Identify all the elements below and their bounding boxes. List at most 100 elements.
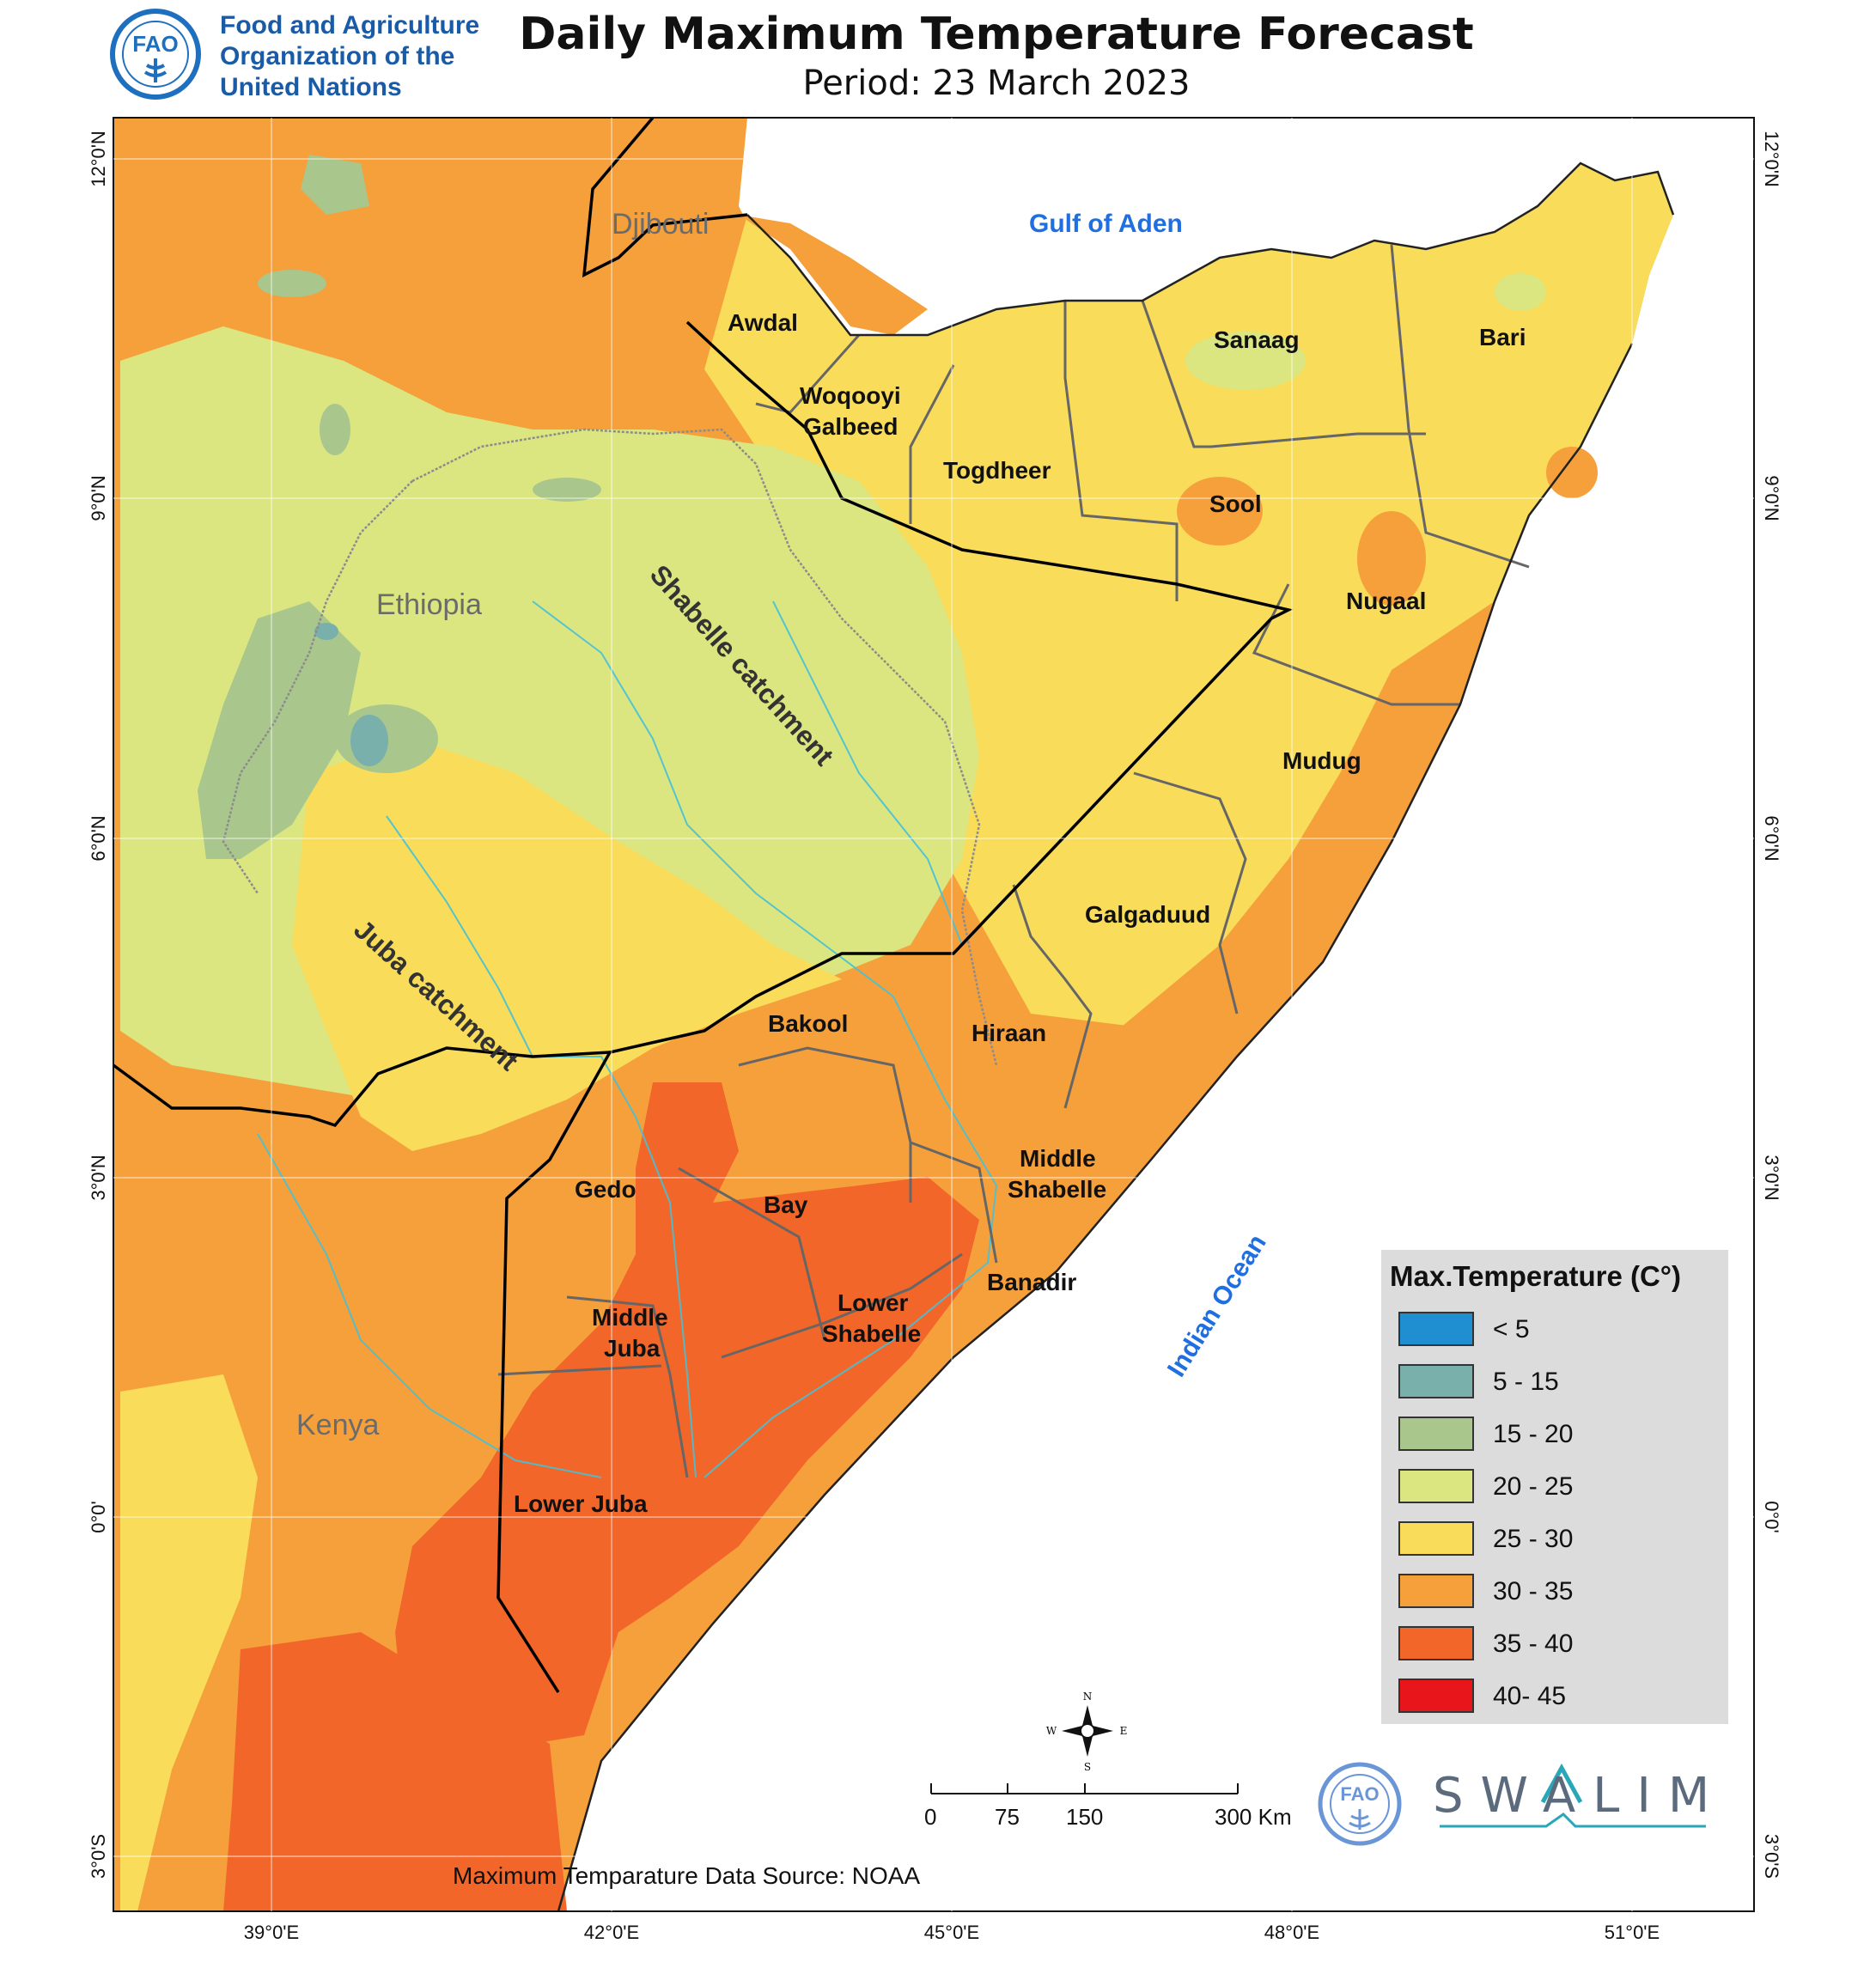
compass-n: N — [1083, 1691, 1093, 1703]
legend-label: 30 - 35 — [1493, 1577, 1574, 1605]
org-name-line-1: Food and Agriculture — [220, 11, 480, 40]
compass-s: S — [1084, 1761, 1091, 1773]
rivers — [257, 600, 998, 1478]
label-gulf-of-aden: Gulf of Aden — [1029, 210, 1183, 238]
scale-bar — [930, 1783, 1239, 1794]
legend-item-20-25: 20 - 25 — [1392, 1469, 1718, 1507]
legend-label: < 5 — [1493, 1315, 1530, 1343]
region-lower-shabelle-line1: Lower — [838, 1289, 909, 1316]
legend-swatch — [1398, 1417, 1474, 1451]
lon-tick-42e: 42°0'E — [584, 1922, 639, 1943]
swalim-logo-line — [1440, 1813, 1706, 1828]
latitude-ticks-right: 12°0'N 9°0'N 6°0'N 3°0'N 0°0' 3°0'S — [1761, 131, 1782, 1879]
label-ethiopia: Ethiopia — [376, 588, 482, 621]
region-lower-juba: Lower Juba — [514, 1490, 648, 1517]
lat-tick-9n: 9°0'N — [88, 475, 109, 521]
lat-tick-3n: 3°0'N — [88, 1155, 109, 1200]
catchment-boundaries — [222, 428, 998, 1066]
lat-tick-3s: 3°0'S — [88, 1834, 109, 1879]
region-woqooyi-line2: Galbeed — [803, 413, 898, 440]
region-galgaduud: Galgaduud — [1085, 901, 1210, 928]
region-bari: Bari — [1479, 324, 1526, 350]
legend-item-15-20: 15 - 20 — [1392, 1417, 1718, 1454]
region-banadir: Banadir — [987, 1269, 1076, 1295]
legend: Max.Temperature (C°) < 5 5 - 15 15 - 20 … — [1381, 1250, 1728, 1724]
lon-tick-39e: 39°0'E — [244, 1922, 299, 1943]
fao-logo: FAO — [110, 9, 201, 100]
data-source-note: Maximum Temparature Data Source: NOAA — [453, 1862, 921, 1889]
legend-title: Max.Temperature (C°) — [1390, 1260, 1681, 1292]
legend-label: 35 - 40 — [1493, 1630, 1574, 1658]
region-middle-shabelle-line1: Middle — [1020, 1145, 1096, 1172]
lat-tick-12n-right: 12°0'N — [1761, 131, 1782, 187]
map-subtitle: Period: 23 March 2023 — [802, 64, 1191, 103]
fao-footer-text: FAO — [1340, 1783, 1379, 1805]
lon-tick-48e: 48°0'E — [1264, 1922, 1319, 1943]
legend-swatch — [1398, 1626, 1474, 1660]
region-togdheer: Togdheer — [943, 457, 1051, 484]
region-middle-juba-line2: Juba — [604, 1335, 661, 1362]
lat-tick-6n: 6°0'N — [88, 815, 109, 861]
legend-swatch — [1398, 1312, 1474, 1346]
region-bakool: Bakool — [768, 1010, 848, 1037]
region-nugaal: Nugaal — [1346, 588, 1426, 614]
region-mudug: Mudug — [1282, 747, 1361, 774]
latitude-ticks-left: 12°0'N 9°0'N 6°0'N 3°0'N 0°0' 3°0'S — [88, 131, 109, 1879]
scale-label-0: 0 — [924, 1804, 937, 1830]
legend-item-5-15: 5 - 15 — [1392, 1364, 1718, 1402]
organization-name: Food and Agriculture Organization of the… — [220, 10, 479, 103]
legend-swatch — [1398, 1521, 1474, 1556]
lat-tick-6n-right: 6°0'N — [1761, 815, 1782, 861]
legend-swatch — [1398, 1679, 1474, 1713]
legend-label: 5 - 15 — [1493, 1368, 1559, 1396]
region-labels: Awdal Woqooyi Galbeed Togdheer Sanaag Ba… — [514, 309, 1526, 1517]
map-frame — [113, 117, 1755, 1912]
lon-tick-51e: 51°0'E — [1605, 1922, 1660, 1943]
fao-logo-text: FAO — [132, 31, 178, 57]
org-name-line-3: United Nations — [220, 73, 402, 101]
label-djibouti: Djibouti — [612, 208, 709, 241]
scale-label-75: 75 — [995, 1804, 1020, 1830]
region-bay: Bay — [764, 1191, 808, 1218]
region-sanaag: Sanaag — [1214, 326, 1300, 353]
lat-tick-12n: 12°0'N — [88, 131, 109, 187]
country-borders — [112, 116, 1294, 1693]
north-arrow-icon: N S E W — [1046, 1691, 1128, 1773]
legend-item-35-40: 35 - 40 — [1392, 1626, 1718, 1664]
lat-tick-3n-right: 3°0'N — [1761, 1155, 1782, 1200]
scale-label-300: 300 Km — [1215, 1804, 1292, 1830]
compass-w: W — [1046, 1725, 1057, 1737]
legend-label: 20 - 25 — [1493, 1472, 1574, 1501]
legend-item-40-45: 40- 45 — [1392, 1679, 1718, 1716]
legend-label: 25 - 30 — [1493, 1525, 1574, 1553]
region-gedo: Gedo — [575, 1176, 636, 1203]
legend-swatch — [1398, 1469, 1474, 1503]
label-kenya: Kenya — [296, 1409, 379, 1441]
region-woqooyi-line1: Woqooyi — [800, 382, 901, 409]
compass-e: E — [1120, 1725, 1128, 1737]
region-hiraan: Hiraan — [971, 1020, 1046, 1046]
lat-tick-3s-right: 3°0'S — [1761, 1834, 1782, 1879]
legend-swatch — [1398, 1364, 1474, 1398]
legend-label: 15 - 20 — [1493, 1420, 1574, 1448]
fao-footer-logo: FAO — [1318, 1762, 1402, 1846]
region-middle-juba-line1: Middle — [592, 1304, 668, 1331]
map-title: Daily Maximum Temperature Forecast — [519, 9, 1474, 60]
lat-tick-0: 0°0' — [88, 1501, 109, 1532]
legend-item-25-30: 25 - 30 — [1392, 1521, 1718, 1559]
coastline — [557, 161, 1675, 1912]
region-middle-shabelle-line2: Shabelle — [1008, 1176, 1106, 1203]
swalim-logo-mark — [1540, 1763, 1583, 1804]
legend-item-30-35: 30 - 35 — [1392, 1574, 1718, 1612]
lat-tick-9n-right: 9°0'N — [1761, 475, 1782, 521]
swalim-logo-text: SWALIM — [1433, 1768, 1727, 1824]
lon-tick-45e: 45°0'E — [924, 1922, 979, 1943]
legend-label: 40- 45 — [1493, 1682, 1567, 1710]
org-name-line-2: Organization of the — [220, 42, 455, 70]
scale-label-150: 150 — [1066, 1804, 1104, 1830]
region-sool: Sool — [1209, 490, 1262, 517]
legend-swatch — [1398, 1574, 1474, 1608]
lat-tick-0-right: 0°0' — [1761, 1501, 1782, 1532]
region-awdal: Awdal — [728, 309, 798, 336]
graticule — [113, 118, 1754, 1911]
